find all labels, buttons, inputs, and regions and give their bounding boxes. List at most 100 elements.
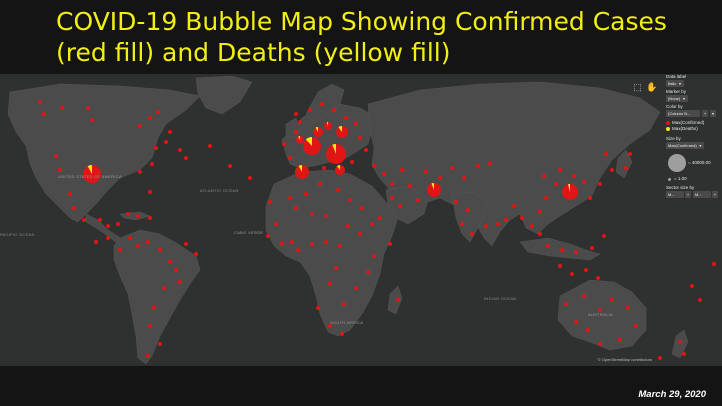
case-bubble[interactable] (274, 222, 278, 226)
case-bubble[interactable] (626, 306, 630, 310)
case-bubble[interactable] (316, 306, 320, 310)
case-bubble[interactable] (590, 246, 594, 250)
case-bubble[interactable] (294, 206, 298, 210)
map-attribution[interactable]: © OpenStreetMap contributors (597, 357, 652, 362)
case-bubble[interactable] (304, 192, 308, 196)
case-bubble[interactable] (712, 262, 716, 266)
case-bubble[interactable] (90, 118, 94, 122)
case-bubble[interactable] (340, 332, 344, 336)
case-bubble[interactable] (358, 136, 362, 140)
case-bubble[interactable] (60, 106, 64, 110)
zoom-box-icon[interactable]: ⬚ (633, 82, 642, 92)
pan-hand-icon[interactable]: ✋ (646, 82, 658, 92)
size-by-select[interactable]: Max(Confirmed) ▼ (666, 142, 705, 149)
case-bubble[interactable] (366, 270, 370, 274)
case-bubble[interactable] (194, 252, 198, 256)
sector-size-remove-button[interactable]: + (712, 191, 718, 198)
case-bubble[interactable] (450, 166, 454, 170)
case-bubble[interactable] (454, 200, 458, 204)
case-bubble[interactable] (370, 222, 374, 226)
case-bubble[interactable] (342, 302, 346, 306)
case-bubble[interactable] (382, 172, 386, 176)
case-bubble[interactable] (488, 162, 492, 166)
case-bubbles[interactable] (38, 100, 716, 360)
case-bubble[interactable] (338, 244, 342, 248)
case-bubble[interactable] (174, 268, 178, 272)
case-bubble[interactable] (390, 196, 394, 200)
case-bubble[interactable] (106, 224, 110, 228)
case-bubble[interactable] (178, 148, 182, 152)
case-bubble[interactable] (58, 168, 62, 172)
case-bubble[interactable] (86, 106, 90, 110)
case-bubble[interactable] (598, 182, 602, 186)
case-bubble[interactable] (94, 240, 98, 244)
case-bubble[interactable] (248, 176, 252, 180)
case-bubble[interactable] (328, 282, 332, 286)
case-bubble[interactable] (148, 190, 152, 194)
case-bubble[interactable] (158, 248, 162, 252)
case-bubble[interactable] (116, 222, 120, 226)
case-bubble[interactable] (460, 222, 464, 226)
case-bubble[interactable] (298, 120, 302, 124)
case-bubble[interactable] (138, 124, 142, 128)
case-bubble[interactable] (372, 254, 376, 258)
case-bubble[interactable] (596, 276, 600, 280)
case-bubble[interactable] (682, 352, 686, 356)
case-bubble[interactable] (162, 286, 166, 290)
color-by-select[interactable]: (Column N... (666, 110, 700, 117)
case-bubble[interactable] (228, 164, 232, 168)
case-bubble[interactable] (290, 240, 294, 244)
case-bubble[interactable] (118, 248, 122, 252)
case-bubble[interactable] (570, 272, 574, 276)
case-bubble[interactable] (558, 168, 562, 172)
case-bubble[interactable] (68, 192, 72, 196)
case-bubble[interactable] (586, 328, 590, 332)
case-bubble[interactable] (484, 224, 488, 228)
case-bubble[interactable] (560, 248, 564, 252)
case-bubble[interactable] (558, 264, 562, 268)
case-bubble[interactable] (184, 242, 188, 246)
case-bubble[interactable] (546, 244, 550, 248)
case-bubble[interactable] (350, 160, 354, 164)
case-bubble[interactable] (388, 242, 392, 246)
case-bubble[interactable] (400, 168, 404, 172)
case-bubble[interactable] (520, 216, 524, 220)
case-bubble[interactable] (168, 130, 172, 134)
case-bubble[interactable] (354, 286, 358, 290)
case-bubble[interactable] (136, 244, 140, 248)
case-bubble[interactable] (280, 242, 284, 246)
case-bubble[interactable] (466, 208, 470, 212)
case-bubble[interactable] (322, 166, 326, 170)
case-bubble[interactable] (158, 342, 162, 346)
case-bubble[interactable] (294, 112, 298, 116)
case-bubble[interactable] (358, 232, 362, 236)
case-bubble[interactable] (378, 216, 382, 220)
color-by-menu-button[interactable]: ▾ (710, 110, 716, 117)
case-bubble[interactable] (42, 112, 46, 116)
case-bubble[interactable] (156, 110, 160, 114)
sector-size-add-button[interactable]: + (685, 191, 691, 198)
case-bubble[interactable] (332, 108, 336, 112)
case-bubble[interactable] (542, 174, 546, 178)
case-bubble[interactable] (396, 298, 400, 302)
case-bubble[interactable] (348, 198, 352, 202)
case-bubble[interactable] (690, 284, 694, 288)
case-bubble[interactable] (634, 324, 638, 328)
case-bubble[interactable] (98, 218, 102, 222)
case-bubble[interactable] (168, 260, 172, 264)
case-bubble[interactable] (678, 340, 682, 344)
case-bubble[interactable] (598, 308, 602, 312)
case-bubble[interactable] (574, 320, 578, 324)
case-bubble[interactable] (618, 338, 622, 342)
case-bubble[interactable] (424, 170, 428, 174)
case-bubble[interactable] (408, 184, 412, 188)
case-bubble[interactable] (324, 214, 328, 218)
case-bubble[interactable] (308, 108, 312, 112)
case-bubble[interactable] (146, 240, 150, 244)
case-bubble[interactable] (288, 196, 292, 200)
case-bubble[interactable] (320, 102, 324, 106)
case-bubble[interactable] (602, 234, 606, 238)
case-bubble[interactable] (334, 266, 338, 270)
case-bubble[interactable] (598, 342, 602, 346)
case-bubble[interactable] (544, 196, 548, 200)
